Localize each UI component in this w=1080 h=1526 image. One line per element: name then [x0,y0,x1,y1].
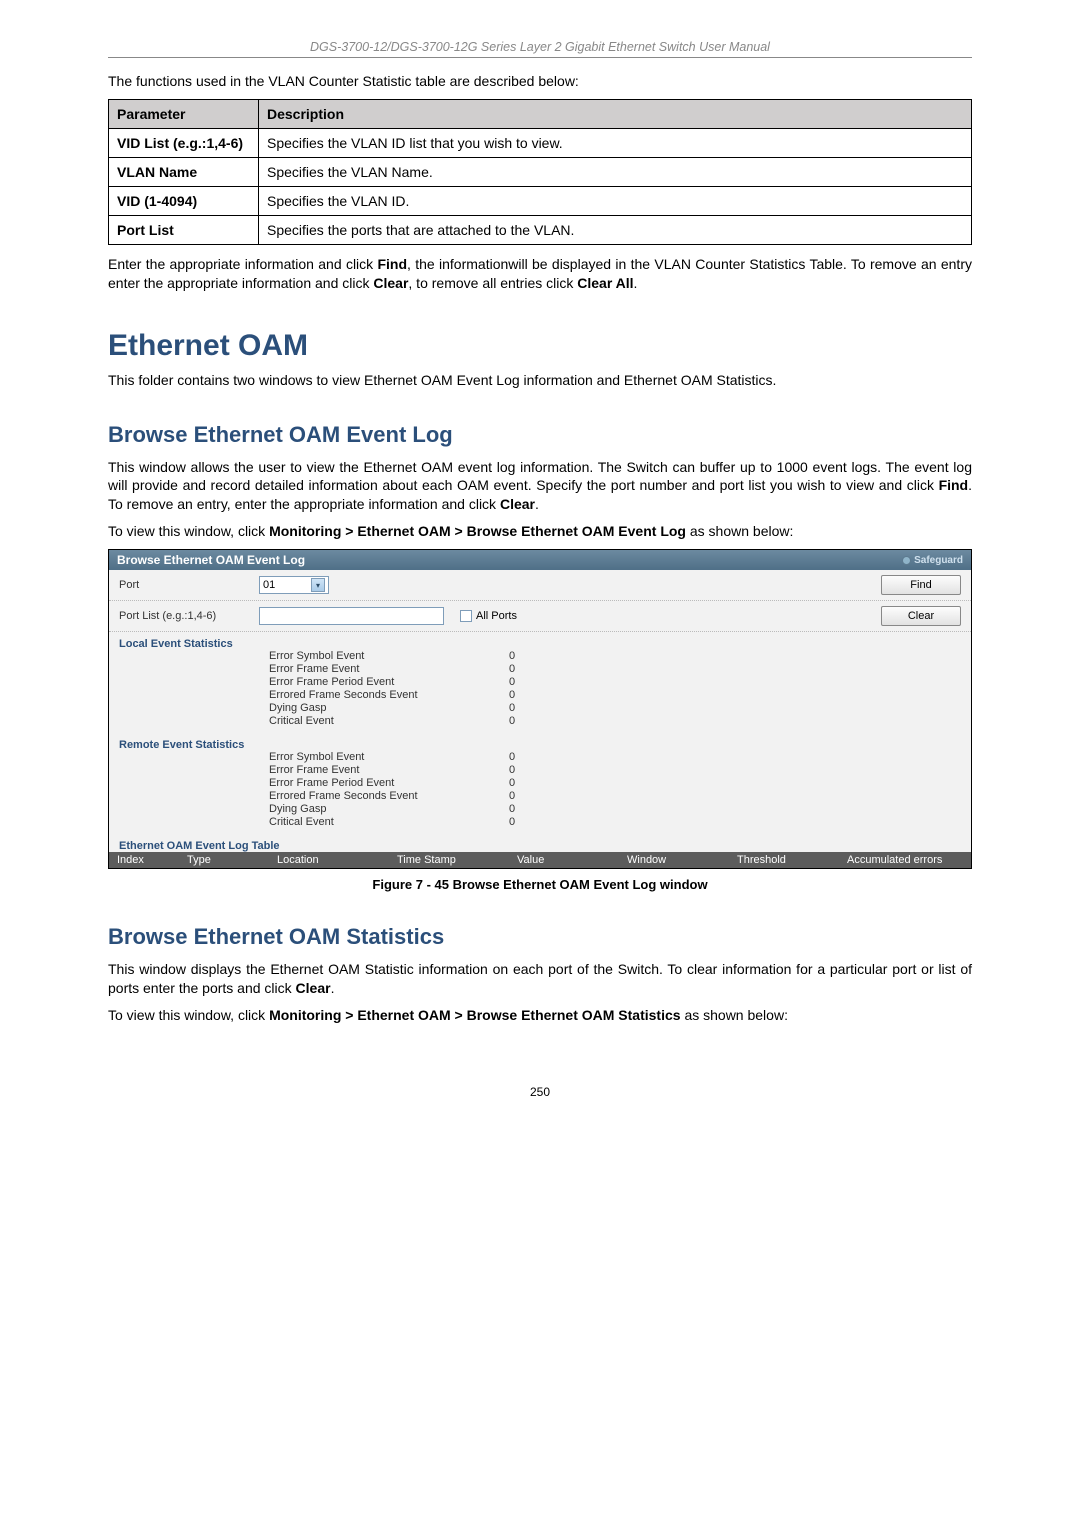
checkbox-icon [460,610,472,622]
stat-label: Error Symbol Event [269,751,509,763]
table-row: VLAN Name Specifies the VLAN Name. [109,157,972,186]
port-row: Port 01 ▾ Find [109,570,971,601]
col-timestamp: Time Stamp [397,854,517,866]
stat-label: Errored Frame Seconds Event [269,790,509,802]
parameter-table: Parameter Description VID List (e.g.:1,4… [108,99,972,245]
stat-value: 0 [509,751,569,763]
param-cell: VID (1-4094) [109,186,259,215]
stat-label: Error Frame Event [269,663,509,675]
event-log-p2: To view this window, click Monitoring > … [108,522,972,541]
stat-value: 0 [509,790,569,802]
th-description: Description [259,99,972,128]
col-type: Type [187,854,277,866]
header-rule [108,57,972,58]
table-row: VID List (e.g.:1,4-6) Specifies the VLAN… [109,128,972,157]
stat-label: Error Frame Period Event [269,676,509,688]
local-stats: Error Symbol Event0 Error Frame Event0 E… [109,650,971,733]
desc-cell: Specifies the ports that are attached to… [259,215,972,244]
safeguard-badge: Safeguard [902,555,963,566]
portlist-input[interactable] [259,607,444,625]
col-location: Location [277,854,397,866]
stat-value: 0 [509,803,569,815]
stats-p1: This window displays the Ethernet OAM St… [108,960,972,998]
portlist-label: Port List (e.g.:1,4-6) [119,610,249,622]
stat-value: 0 [509,650,569,662]
stat-label: Dying Gasp [269,702,509,714]
chevron-down-icon: ▾ [311,578,325,592]
safeguard-icon [902,556,911,565]
stat-label: Dying Gasp [269,803,509,815]
desc-cell: Specifies the VLAN ID. [259,186,972,215]
stat-value: 0 [509,663,569,675]
manual-header: DGS-3700-12/DGS-3700-12G Series Layer 2 … [108,40,972,54]
col-window: Window [627,854,737,866]
param-cell: VID List (e.g.:1,4-6) [109,128,259,157]
port-label: Port [119,579,249,591]
h1-ethernet-oam: Ethernet OAM [108,329,972,363]
h1-desc: This folder contains two windows to view… [108,371,972,390]
find-button[interactable]: Find [881,575,961,595]
allports-label: All Ports [476,610,517,622]
port-select-value: 01 [263,579,275,591]
stat-label: Error Frame Period Event [269,777,509,789]
h2-event-log: Browse Ethernet OAM Event Log [108,422,972,448]
stat-value: 0 [509,676,569,688]
stat-value: 0 [509,764,569,776]
local-stats-heading: Local Event Statistics [109,632,971,650]
window-title: Browse Ethernet OAM Event Log [117,553,305,567]
param-cell: VLAN Name [109,157,259,186]
remote-stats: Error Symbol Event0 Error Frame Event0 E… [109,751,971,834]
stat-label: Critical Event [269,715,509,727]
col-threshold: Threshold [737,854,847,866]
allports-check[interactable]: All Ports [460,610,517,622]
desc-cell: Specifies the VLAN Name. [259,157,972,186]
remote-stats-heading: Remote Event Statistics [109,733,971,751]
col-value: Value [517,854,627,866]
intro-text: The functions used in the VLAN Counter S… [108,72,972,91]
table-row: Port List Specifies the ports that are a… [109,215,972,244]
log-table-heading: Ethernet OAM Event Log Table [109,834,971,852]
clear-button[interactable]: Clear [881,606,961,626]
stat-value: 0 [509,777,569,789]
portlist-row: Port List (e.g.:1,4-6) All Ports Clear [109,601,971,632]
stat-value: 0 [509,689,569,701]
col-index: Index [117,854,187,866]
event-log-window: Browse Ethernet OAM Event Log Safeguard … [108,549,972,869]
stat-value: 0 [509,816,569,828]
page-number: 250 [108,1085,972,1099]
figure-caption: Figure 7 - 45 Browse Ethernet OAM Event … [108,877,972,892]
desc-cell: Specifies the VLAN ID list that you wish… [259,128,972,157]
h2-statistics: Browse Ethernet OAM Statistics [108,924,972,950]
stat-value: 0 [509,715,569,727]
window-titlebar: Browse Ethernet OAM Event Log Safeguard [109,550,971,570]
port-select[interactable]: 01 ▾ [259,576,329,594]
stat-value: 0 [509,702,569,714]
col-accum-errors: Accumulated errors [847,854,963,866]
log-table-header: Index Type Location Time Stamp Value Win… [109,852,971,868]
event-log-p1: This window allows the user to view the … [108,458,972,515]
stats-p2: To view this window, click Monitoring > … [108,1006,972,1025]
table-row: VID (1-4094) Specifies the VLAN ID. [109,186,972,215]
stat-label: Error Frame Event [269,764,509,776]
stat-label: Error Symbol Event [269,650,509,662]
stat-label: Critical Event [269,816,509,828]
after-table-text: Enter the appropriate information and cl… [108,255,972,293]
th-parameter: Parameter [109,99,259,128]
stat-label: Errored Frame Seconds Event [269,689,509,701]
param-cell: Port List [109,215,259,244]
